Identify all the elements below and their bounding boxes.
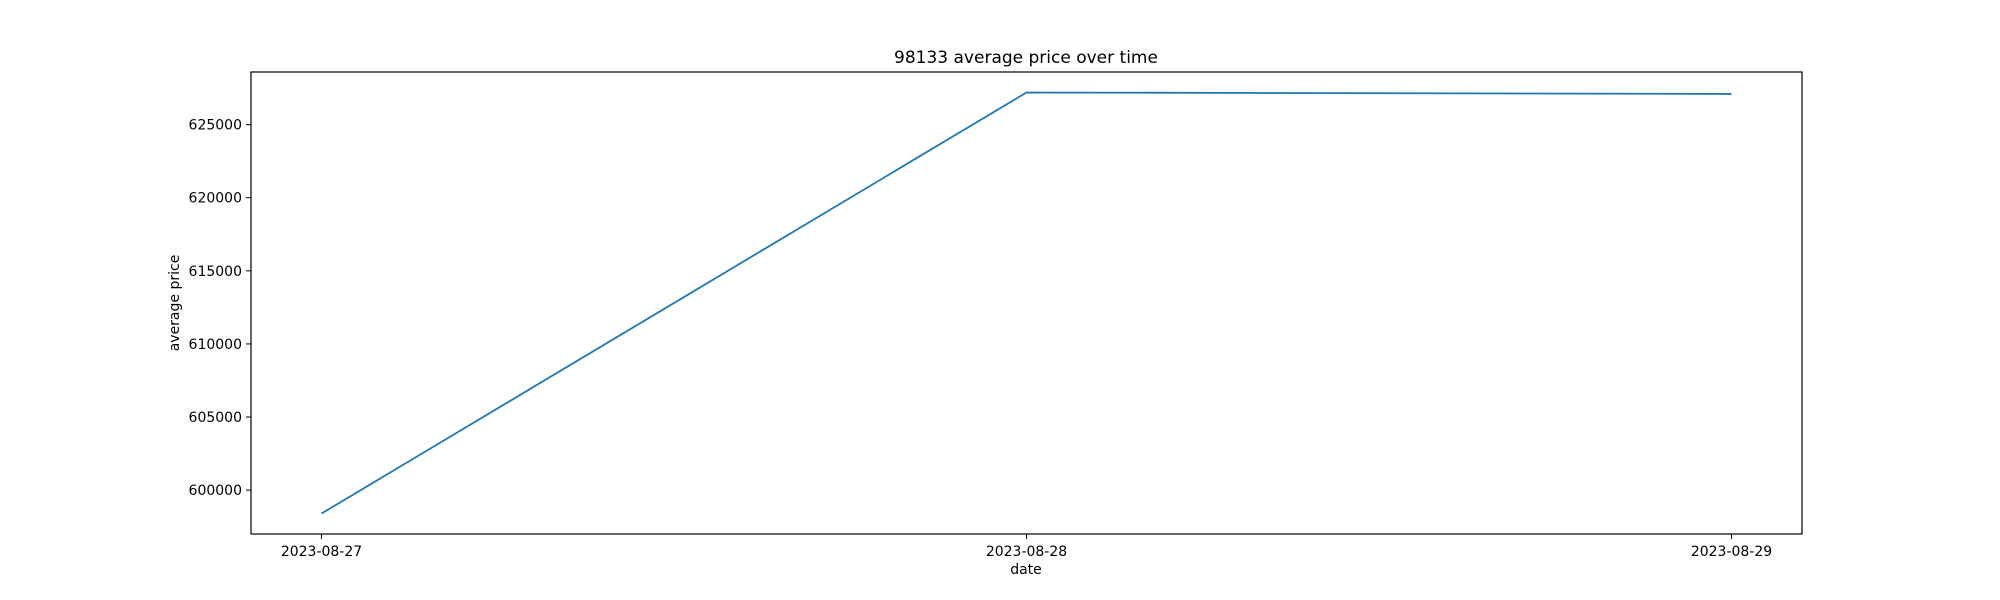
y-tick-label: 615000: [189, 264, 242, 280]
y-tick-label: 620000: [189, 191, 242, 207]
y-axis-label: average price: [167, 255, 183, 352]
chart-title: 98133 average price over time: [894, 48, 1158, 68]
x-axis: 2023-08-27 2023-08-28 2023-08-29: [281, 534, 1772, 560]
y-tick-label: 610000: [189, 337, 242, 353]
plot-area: [321, 91, 1732, 515]
y-tick-label: 625000: [189, 118, 242, 134]
y-tick-label: 600000: [189, 483, 242, 499]
y-tick-label: 605000: [189, 410, 242, 426]
x-tick-label: 2023-08-29: [1691, 544, 1772, 560]
y-axis: 600000 605000 610000 615000 620000 625000: [189, 118, 251, 499]
x-axis-label: date: [1010, 562, 1042, 578]
x-tick-label: 2023-08-27: [281, 544, 362, 560]
series-line-0: [321, 91, 1732, 515]
x-tick-label: 2023-08-28: [986, 544, 1067, 560]
